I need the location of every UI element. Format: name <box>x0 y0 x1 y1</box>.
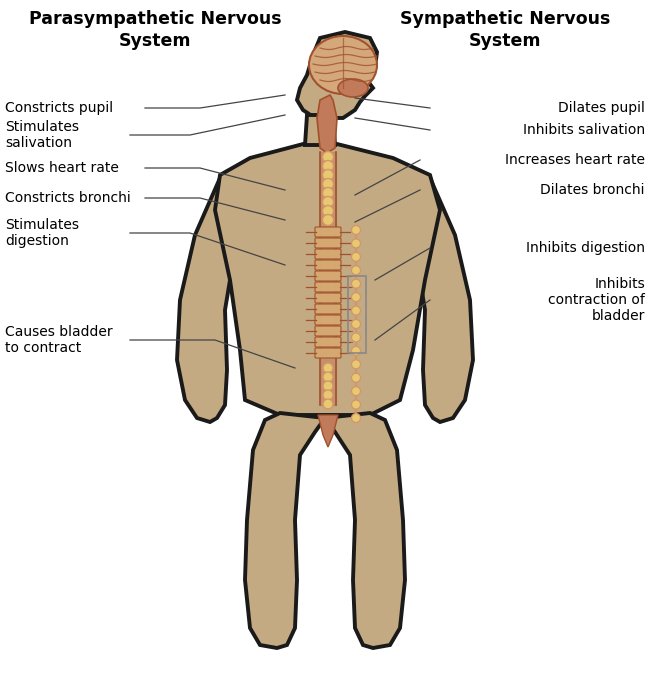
PathPatch shape <box>318 415 338 447</box>
Ellipse shape <box>309 36 377 94</box>
PathPatch shape <box>177 160 253 422</box>
Circle shape <box>352 400 361 409</box>
Text: Stimulates
salivation: Stimulates salivation <box>5 120 79 150</box>
PathPatch shape <box>215 143 440 415</box>
Circle shape <box>322 187 333 199</box>
Text: Constricts pupil: Constricts pupil <box>5 101 113 115</box>
Circle shape <box>352 360 361 369</box>
PathPatch shape <box>317 95 337 153</box>
Circle shape <box>323 372 333 382</box>
FancyBboxPatch shape <box>315 337 341 347</box>
Text: Inhibits salivation: Inhibits salivation <box>523 123 645 137</box>
Circle shape <box>352 414 361 422</box>
Circle shape <box>352 306 361 315</box>
Text: Inhibits
contraction of
bladder: Inhibits contraction of bladder <box>548 276 645 323</box>
PathPatch shape <box>297 32 377 118</box>
Text: Sympathetic Nervous
System: Sympathetic Nervous System <box>400 10 610 50</box>
FancyBboxPatch shape <box>315 271 341 281</box>
Circle shape <box>323 399 333 409</box>
Circle shape <box>322 214 333 226</box>
PathPatch shape <box>305 115 335 145</box>
FancyBboxPatch shape <box>315 227 341 237</box>
Circle shape <box>322 160 333 172</box>
Circle shape <box>352 373 361 382</box>
Text: Increases heart rate: Increases heart rate <box>505 153 645 167</box>
Circle shape <box>352 266 361 274</box>
PathPatch shape <box>393 160 473 422</box>
FancyBboxPatch shape <box>315 348 341 358</box>
FancyBboxPatch shape <box>315 326 341 336</box>
Text: Slows heart rate: Slows heart rate <box>5 161 119 175</box>
Circle shape <box>352 252 361 262</box>
Circle shape <box>352 320 361 329</box>
Text: Parasympathetic Nervous
System: Parasympathetic Nervous System <box>29 10 281 50</box>
Circle shape <box>322 206 333 216</box>
FancyBboxPatch shape <box>315 238 341 248</box>
FancyBboxPatch shape <box>315 282 341 292</box>
Text: Causes bladder
to contract: Causes bladder to contract <box>5 325 112 355</box>
FancyBboxPatch shape <box>315 304 341 314</box>
Circle shape <box>322 197 333 208</box>
Text: Inhibits digestion: Inhibits digestion <box>526 241 645 255</box>
FancyBboxPatch shape <box>315 315 341 325</box>
Circle shape <box>322 178 333 189</box>
Circle shape <box>322 170 333 180</box>
PathPatch shape <box>325 413 405 648</box>
Text: Constricts bronchi: Constricts bronchi <box>5 191 131 205</box>
Circle shape <box>352 293 361 301</box>
Circle shape <box>352 239 361 248</box>
Circle shape <box>322 151 333 162</box>
Circle shape <box>323 381 333 391</box>
Text: Dilates bronchi: Dilates bronchi <box>541 183 645 197</box>
Circle shape <box>352 387 361 395</box>
FancyBboxPatch shape <box>315 249 341 259</box>
Circle shape <box>352 279 361 288</box>
Circle shape <box>352 346 361 356</box>
Text: Stimulates
digestion: Stimulates digestion <box>5 218 79 248</box>
Circle shape <box>352 333 361 342</box>
Circle shape <box>323 390 333 400</box>
Circle shape <box>323 363 333 373</box>
Circle shape <box>352 226 361 235</box>
Text: Dilates pupil: Dilates pupil <box>558 101 645 115</box>
FancyBboxPatch shape <box>315 293 341 303</box>
FancyBboxPatch shape <box>315 260 341 270</box>
PathPatch shape <box>245 413 325 648</box>
Ellipse shape <box>338 79 368 97</box>
